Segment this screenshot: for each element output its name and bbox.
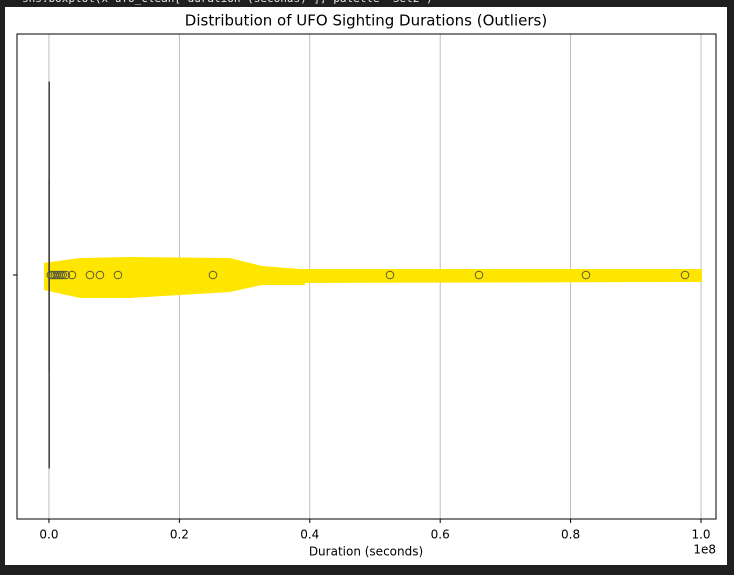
x-tick-label: 1.0 <box>691 528 710 542</box>
outlier <box>208 270 218 280</box>
outlier <box>67 270 77 280</box>
x-tick-label: 0.0 <box>39 528 58 542</box>
offset-label: 1e8 <box>693 543 716 557</box>
highlight <box>44 257 702 298</box>
chart-title: Distribution of UFO Sighting Durations (… <box>185 12 547 30</box>
axes-frame <box>16 33 717 520</box>
outlier <box>113 270 123 280</box>
outlier <box>58 270 67 280</box>
outlier <box>474 270 484 280</box>
x-axis-label: Duration (seconds) <box>309 545 423 559</box>
outlier <box>581 270 591 280</box>
outlier <box>61 270 71 280</box>
outlier <box>85 270 95 280</box>
outlier <box>680 270 690 280</box>
outlier <box>385 270 395 280</box>
x-tick-label: 0.2 <box>170 528 189 542</box>
x-tick-label: 0.8 <box>561 528 580 542</box>
outlier <box>95 270 105 280</box>
x-tick-label: 0.4 <box>300 528 319 542</box>
x-tick-label: 0.6 <box>431 528 450 542</box>
code-line: sns.boxplot(x=ufo_clean['duration (secon… <box>22 0 433 5</box>
marks <box>46 81 690 469</box>
